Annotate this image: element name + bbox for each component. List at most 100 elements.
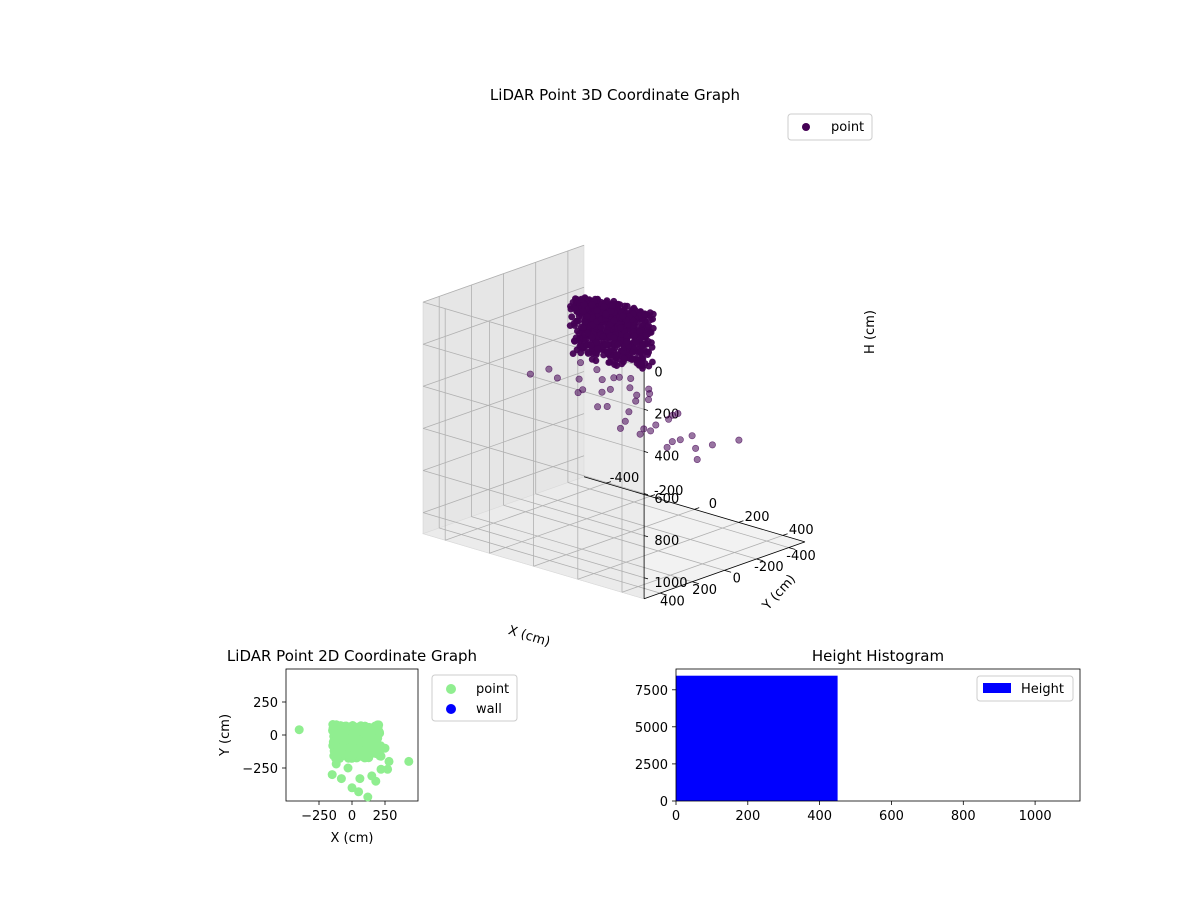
chart-3d-gridline-y [503, 504, 725, 571]
chart-histogram-xtick-label: 0 [672, 809, 680, 824]
chart-3d-point [644, 396, 652, 404]
chart-2d-point [371, 776, 381, 786]
chart-histogram-frame [675, 668, 1081, 802]
chart-2d-point-dense [361, 746, 371, 756]
chart-3d-xtick [650, 494, 656, 497]
chart-histogram-ytick-label: 5000 [635, 721, 668, 736]
chart-histogram: Height Histogram 0 200 400 600 800 1000 0 2500 5… [635, 647, 1081, 824]
chart-3d-gridline-z [422, 455, 585, 513]
chart-3d-point-dense [583, 313, 591, 320]
chart-3d-point-dense [621, 302, 629, 310]
chart-2d-point-dense [330, 739, 340, 749]
chart-3d-point-dense [579, 324, 587, 331]
chart-3d-point [598, 376, 606, 384]
chart-2d-point-dense [348, 735, 358, 745]
chart-2d: LiDAR Point 2D Coordinate Graph −250 0 250… [218, 647, 518, 846]
chart-3d-point [579, 386, 587, 394]
chart-2d-point [355, 774, 365, 784]
chart-3d-point [553, 374, 561, 382]
chart-3d-ztick-label: 200 [654, 408, 679, 423]
chart-2d-point-dense [360, 723, 369, 733]
chart-3d-point-dense [587, 341, 595, 349]
chart-3d-point [688, 432, 696, 440]
chart-3d-point-dense [620, 355, 628, 363]
chart-2d-legend-marker-point [446, 684, 456, 694]
chart-3d-gridline-z [422, 286, 585, 345]
chart-3d-point-dense [623, 338, 631, 346]
chart-2d-xtick-label: −250 [301, 809, 337, 824]
chart-3d-point-dense [600, 303, 608, 311]
chart-2d-point [347, 783, 357, 793]
chart-histogram-ytick-label: 2500 [635, 758, 668, 773]
chart-3d-point [593, 366, 601, 374]
chart-3d-ytick-label: 200 [692, 583, 717, 598]
chart-3d-point-dense [638, 320, 646, 328]
chart-2d-point-dense [374, 720, 384, 730]
chart-3d-point [633, 391, 641, 399]
chart-3d-point [625, 408, 633, 416]
chart-3d-point-dense [568, 313, 576, 321]
chart-3d-point-dense [602, 341, 610, 348]
chart-2d-point [327, 770, 337, 780]
chart-3d-point-dense [605, 359, 613, 366]
chart-histogram-ytick-label: 0 [660, 795, 668, 810]
chart-3d-point-dense [609, 302, 616, 310]
chart-3d-point [674, 409, 682, 417]
chart-3d-point-dense [607, 308, 615, 315]
chart-2d-legend-label-point: point [476, 682, 509, 697]
chart-3d-point-dense [618, 360, 626, 368]
chart-3d-xtick [782, 533, 788, 536]
chart-3d-gridline-z [422, 343, 645, 410]
chart-3d-point [663, 443, 671, 451]
chart-3d-point [640, 425, 648, 433]
chart-3d-point [692, 444, 700, 452]
chart-3d-point-dense [648, 343, 656, 351]
chart-2d-point [404, 756, 414, 766]
chart-3d-point-dense [594, 345, 602, 352]
chart-3d-point [646, 390, 654, 398]
chart-2d-point [336, 774, 346, 784]
chart-2d-point-dense [344, 751, 354, 761]
chart-3d-xtick [694, 507, 700, 510]
chart-2d-point-dense [334, 747, 344, 757]
chart-2d-point-dense [354, 746, 363, 755]
chart-3d-ytick-label: 0 [733, 572, 741, 587]
chart-2d-ytick-label: −250 [242, 762, 278, 777]
chart-3d-point [735, 436, 743, 444]
chart-3d-point-dense [629, 355, 636, 363]
chart-3d-legend-marker [802, 123, 810, 131]
chart-3d-point-dense [629, 348, 636, 356]
chart-2d-legend: point wall [431, 674, 518, 722]
chart-3d-gridline-y [471, 516, 693, 583]
chart-3d-ztick [643, 577, 649, 580]
chart-3d-point-dense [611, 358, 619, 366]
chart-2d-xtick-label: 250 [373, 809, 398, 824]
chart-3d-ytick-label: -400 [786, 549, 816, 564]
chart-3d-point-dense [649, 324, 657, 332]
chart-3d-point-dense [638, 343, 646, 350]
chart-3d-point-dense [584, 350, 592, 357]
chart-3d-gridline-z [422, 470, 645, 536]
chart-3d-point [627, 374, 635, 382]
chart-histogram-xtick-label: 200 [735, 809, 760, 824]
chart-3d-xtick-label: -400 [610, 471, 640, 486]
chart-2d-point-dense [371, 748, 381, 758]
chart-3d-point-dense [588, 355, 596, 363]
chart-3d-point-dense [579, 307, 587, 315]
chart-3d-point [647, 427, 655, 435]
chart-3d-gridline-z [422, 413, 585, 471]
chart-2d-legend-marker-wall [446, 704, 456, 714]
chart-3d-point-dense [623, 332, 631, 340]
chart-3d-points [526, 294, 743, 463]
chart-3d-ytick [724, 570, 732, 573]
chart-3d-xlabel: X (cm) [506, 623, 552, 650]
chart-3d-point-dense [630, 332, 638, 340]
chart-3d-point-dense [636, 328, 643, 336]
chart-3d-xtick-label: -200 [654, 484, 684, 499]
chart-3d-point-dense [610, 334, 618, 341]
chart-3d-point [616, 424, 624, 432]
chart-2d-point-dense [328, 726, 338, 736]
chart-3d-point-dense [584, 329, 591, 337]
chart-3d-point [665, 415, 673, 423]
